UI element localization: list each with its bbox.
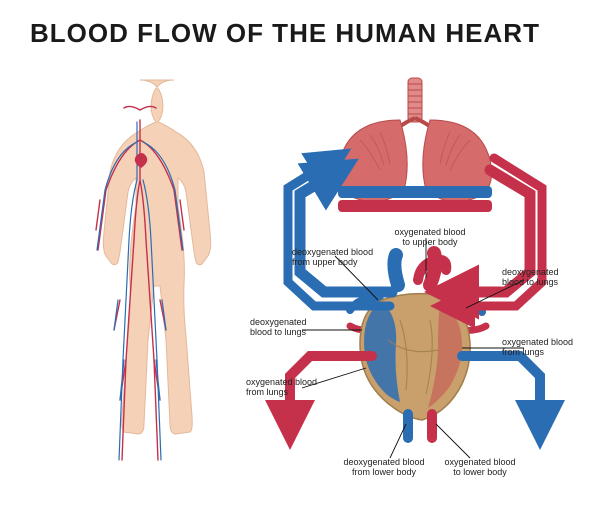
label-oxy-lungs-left: oxygenated bloodfrom lungs xyxy=(246,378,330,398)
label-oxy-lower: oxygenated bloodto lower body xyxy=(430,458,530,478)
label-oxy-lungs-right: oxygenated bloodfrom lungs xyxy=(502,338,586,358)
label-deoxy-lungs-right: deoxygenatedblood to lungs xyxy=(502,268,574,288)
body-figure xyxy=(96,80,211,460)
label-deoxy-lungs-left: deoxygenatedblood to lungs xyxy=(250,318,322,338)
label-deoxy-upper: deoxygenated bloodfrom upper body xyxy=(292,248,382,268)
lungs xyxy=(338,78,492,212)
label-oxy-upper: oxygenated bloodto upper body xyxy=(390,228,470,248)
label-deoxy-lower: deoxygenated bloodfrom lower body xyxy=(334,458,434,478)
heart xyxy=(350,253,486,438)
